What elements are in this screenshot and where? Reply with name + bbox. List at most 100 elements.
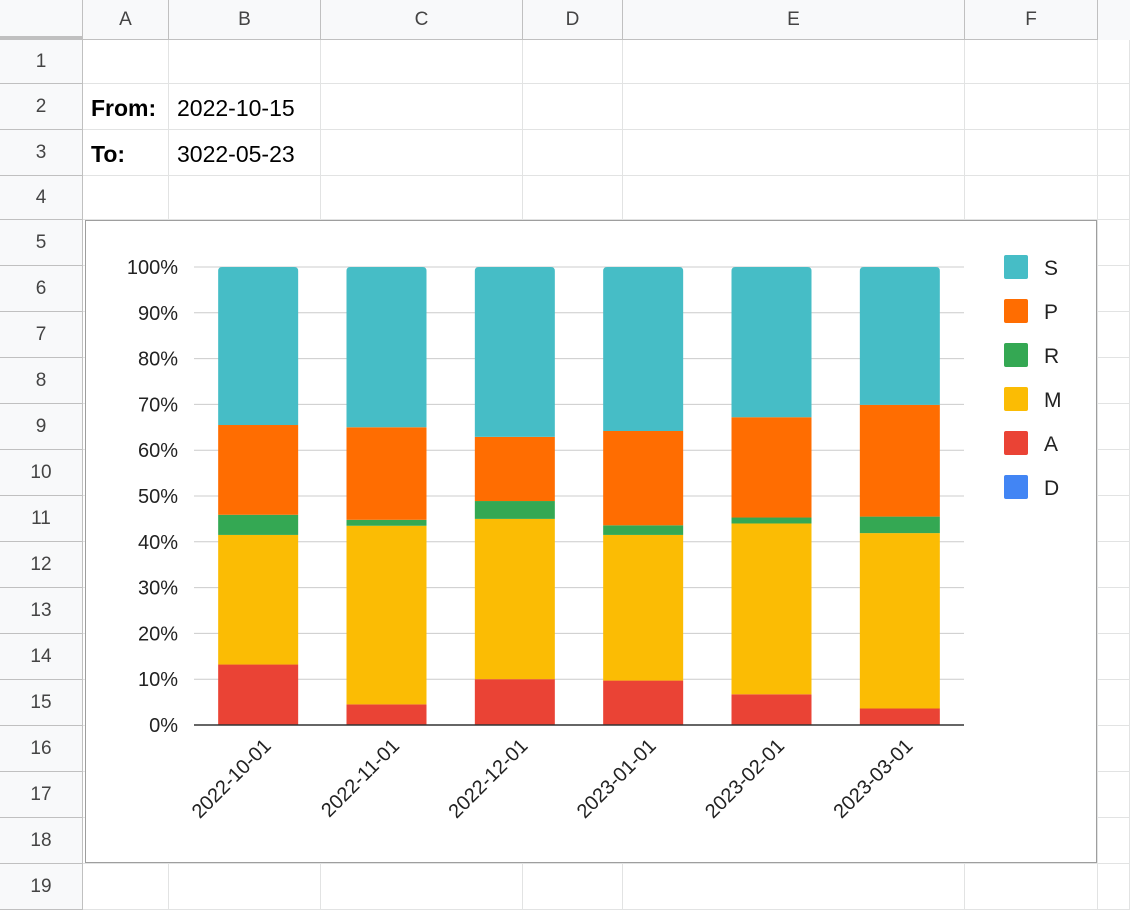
bar-segment-p-2023-03-01[interactable] bbox=[859, 404, 940, 517]
cell[interactable] bbox=[1098, 818, 1130, 864]
row-header-13[interactable]: 13 bbox=[0, 588, 83, 634]
bar-segment-a-2022-10-01[interactable] bbox=[218, 664, 299, 725]
bar-segment-m-2022-12-01[interactable] bbox=[474, 518, 555, 680]
cell[interactable] bbox=[965, 130, 1098, 176]
legend-label-r[interactable]: R bbox=[1044, 345, 1059, 368]
cell[interactable] bbox=[83, 40, 169, 84]
bar-segment-s-2022-11-01[interactable] bbox=[346, 267, 427, 428]
column-header-e[interactable]: E bbox=[623, 0, 965, 40]
cell[interactable] bbox=[1098, 634, 1130, 680]
bar-segment-a-2023-03-01[interactable] bbox=[859, 708, 940, 725]
cell[interactable] bbox=[965, 40, 1098, 84]
row-header-8[interactable]: 8 bbox=[0, 358, 83, 404]
cell[interactable] bbox=[321, 130, 523, 176]
bar-segment-m-2022-10-01[interactable] bbox=[218, 534, 299, 665]
bar-segment-r-2022-12-01[interactable] bbox=[474, 501, 555, 519]
row-header-19[interactable]: 19 bbox=[0, 864, 83, 910]
cell[interactable] bbox=[523, 176, 623, 220]
bar-segment-s-2022-12-01[interactable] bbox=[474, 267, 555, 437]
row-header-10[interactable]: 10 bbox=[0, 450, 83, 496]
cell[interactable] bbox=[523, 864, 623, 910]
cell[interactable] bbox=[965, 818, 1098, 864]
bar-segment-r-2022-10-01[interactable] bbox=[218, 514, 299, 535]
cell[interactable] bbox=[965, 176, 1098, 220]
row-header-16[interactable]: 16 bbox=[0, 726, 83, 772]
cell[interactable] bbox=[83, 84, 169, 130]
bar-segment-m-2022-11-01[interactable] bbox=[346, 525, 427, 705]
cell[interactable] bbox=[523, 40, 623, 84]
column-header-next[interactable] bbox=[1098, 0, 1130, 40]
legend-swatch-s[interactable] bbox=[1004, 255, 1028, 279]
cell[interactable] bbox=[523, 84, 623, 130]
bar-segment-a-2022-12-01[interactable] bbox=[474, 679, 555, 725]
bar-segment-a-2022-11-01[interactable] bbox=[346, 704, 427, 725]
bar-segment-r-2022-11-01[interactable] bbox=[346, 519, 427, 526]
cell[interactable] bbox=[1098, 220, 1130, 266]
cell[interactable] bbox=[1098, 588, 1130, 634]
legend-label-s[interactable]: S bbox=[1044, 257, 1058, 280]
cell[interactable] bbox=[321, 40, 523, 84]
legend-swatch-r[interactable] bbox=[1004, 343, 1028, 367]
cell-a2[interactable]: From: bbox=[91, 94, 157, 121]
cell[interactable] bbox=[1098, 726, 1130, 772]
cell[interactable] bbox=[965, 864, 1098, 910]
row-header-15[interactable]: 15 bbox=[0, 680, 83, 726]
cell[interactable] bbox=[83, 864, 169, 910]
row-header-4[interactable]: 4 bbox=[0, 176, 83, 220]
cell[interactable] bbox=[1098, 404, 1130, 450]
cell[interactable] bbox=[1098, 312, 1130, 358]
legend-label-d[interactable]: D bbox=[1044, 477, 1059, 500]
column-header-d[interactable]: D bbox=[523, 0, 623, 40]
bar-segment-m-2023-03-01[interactable] bbox=[859, 533, 940, 709]
row-header-5[interactable]: 5 bbox=[0, 220, 83, 266]
cell[interactable] bbox=[1098, 358, 1130, 404]
cell[interactable] bbox=[1098, 84, 1130, 130]
cell[interactable] bbox=[1098, 266, 1130, 312]
cell[interactable] bbox=[623, 84, 965, 130]
row-header-6[interactable]: 6 bbox=[0, 266, 83, 312]
cell[interactable] bbox=[321, 864, 523, 910]
column-header-a[interactable]: A bbox=[83, 0, 169, 40]
row-header-11[interactable]: 11 bbox=[0, 496, 83, 542]
bar-segment-s-2022-10-01[interactable] bbox=[218, 267, 299, 426]
cell[interactable] bbox=[169, 864, 321, 910]
bar-segment-m-2023-01-01[interactable] bbox=[603, 534, 684, 681]
bar-segment-r-2023-03-01[interactable] bbox=[859, 516, 940, 534]
legend-label-p[interactable]: P bbox=[1044, 301, 1058, 324]
bar-segment-p-2022-11-01[interactable] bbox=[346, 427, 427, 520]
cell[interactable] bbox=[623, 40, 965, 84]
cell[interactable] bbox=[623, 176, 965, 220]
cell[interactable] bbox=[83, 176, 169, 220]
cell[interactable] bbox=[1098, 680, 1130, 726]
column-header-f[interactable]: F bbox=[965, 0, 1098, 40]
cell[interactable] bbox=[965, 84, 1098, 130]
bar-segment-p-2023-02-01[interactable] bbox=[731, 417, 812, 518]
cell[interactable] bbox=[1098, 130, 1130, 176]
bar-segment-p-2022-10-01[interactable] bbox=[218, 425, 299, 515]
cell[interactable] bbox=[523, 130, 623, 176]
legend-label-a[interactable]: A bbox=[1044, 433, 1058, 456]
row-header-9[interactable]: 9 bbox=[0, 404, 83, 450]
cell-a3[interactable]: To: bbox=[91, 140, 126, 167]
column-header-b[interactable]: B bbox=[169, 0, 321, 40]
cell[interactable] bbox=[83, 130, 169, 176]
row-header-7[interactable]: 7 bbox=[0, 312, 83, 358]
cell[interactable] bbox=[169, 40, 321, 84]
bar-segment-s-2023-01-01[interactable] bbox=[603, 267, 684, 431]
cell[interactable] bbox=[1098, 542, 1130, 588]
cell[interactable] bbox=[1098, 772, 1130, 818]
cell[interactable] bbox=[1098, 864, 1130, 910]
bar-segment-a-2023-02-01[interactable] bbox=[731, 694, 812, 725]
legend-swatch-a[interactable] bbox=[1004, 431, 1028, 455]
bar-segment-s-2023-03-01[interactable] bbox=[859, 267, 940, 405]
cell[interactable] bbox=[169, 84, 321, 130]
cell[interactable] bbox=[1098, 176, 1130, 220]
cell[interactable] bbox=[1098, 40, 1130, 84]
bar-segment-m-2023-02-01[interactable] bbox=[731, 523, 812, 695]
legend-label-m[interactable]: M bbox=[1044, 389, 1062, 412]
row-header-12[interactable]: 12 bbox=[0, 542, 83, 588]
row-header-17[interactable]: 17 bbox=[0, 772, 83, 818]
row-header-18[interactable]: 18 bbox=[0, 818, 83, 864]
row-header-3[interactable]: 3 bbox=[0, 130, 83, 176]
cell[interactable] bbox=[1098, 450, 1130, 496]
